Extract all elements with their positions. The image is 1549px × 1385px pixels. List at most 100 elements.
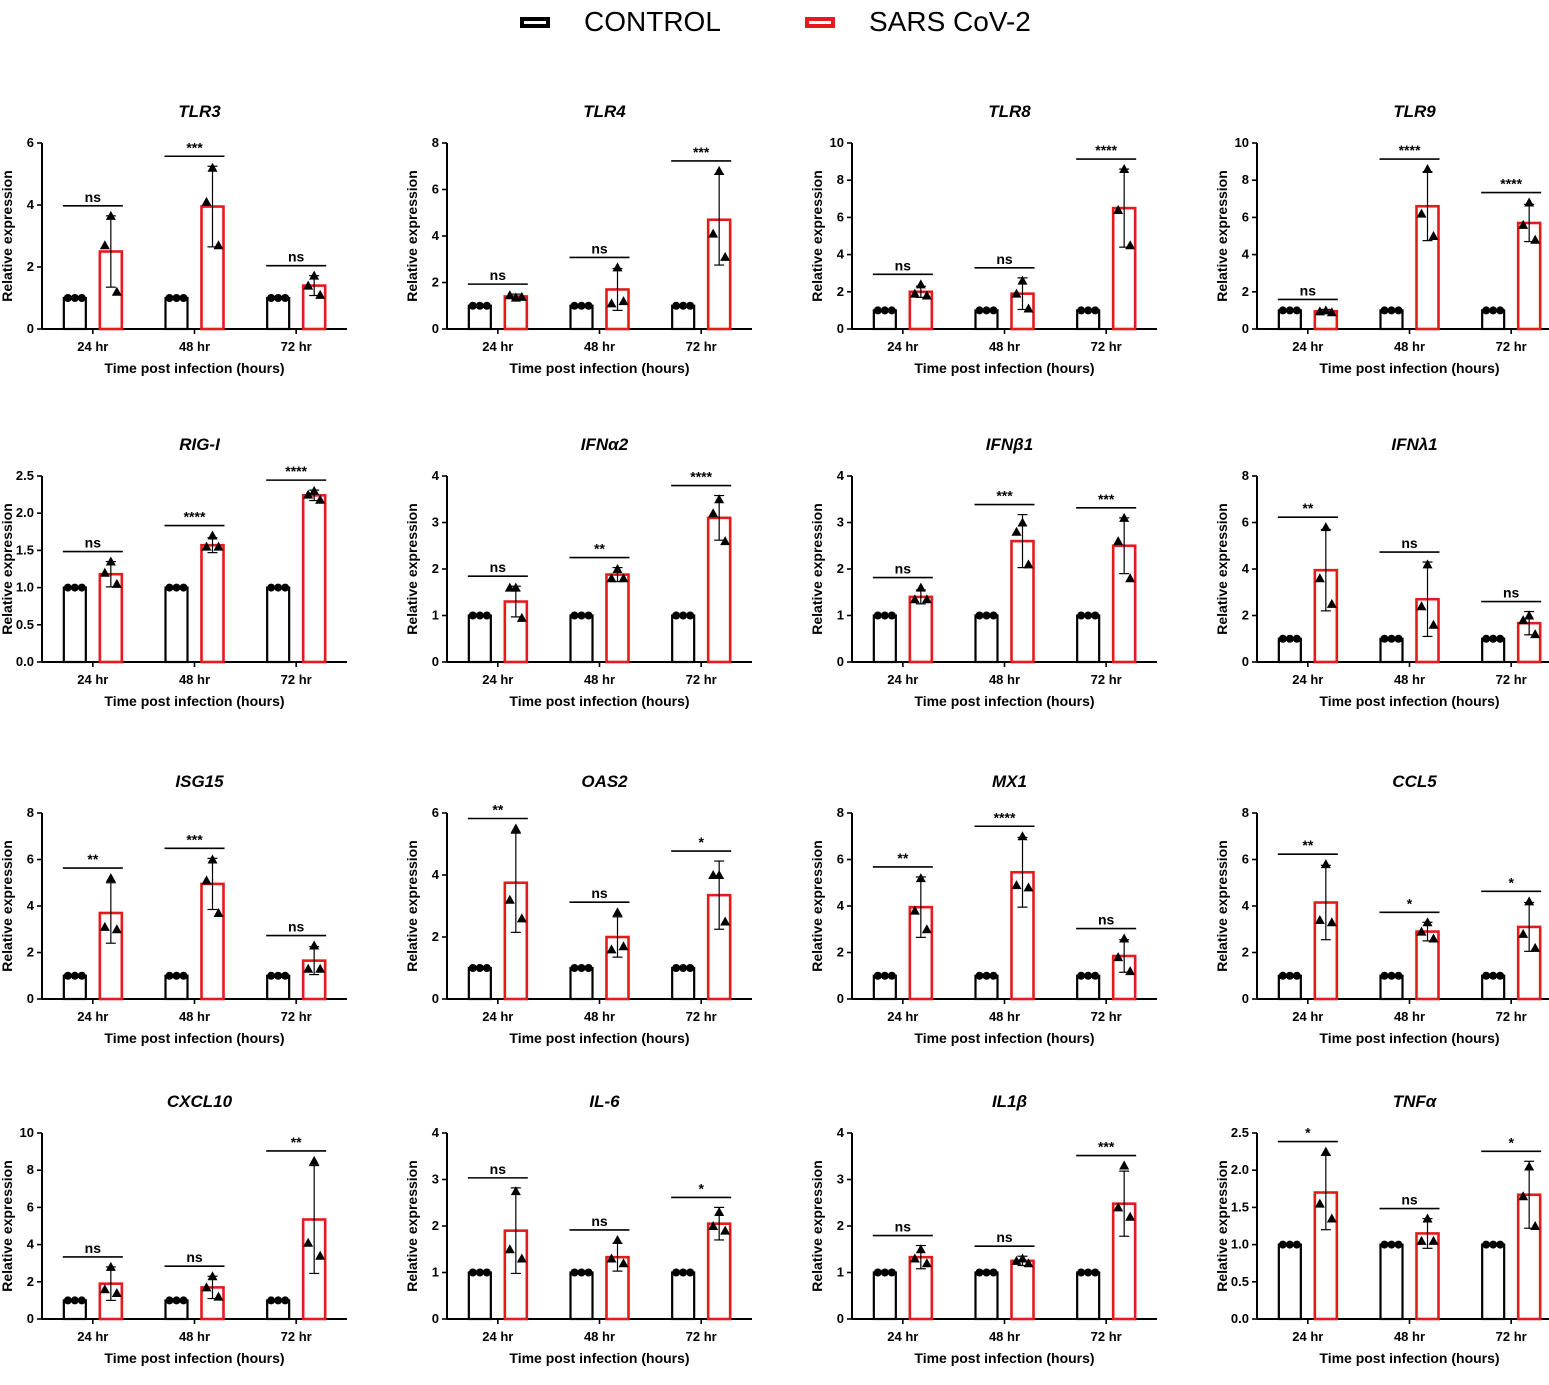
y-tick-label: 8 xyxy=(1242,805,1249,820)
point-control xyxy=(70,583,79,592)
point-control xyxy=(1380,306,1389,315)
significance-label: ns xyxy=(996,251,1013,267)
point-control xyxy=(274,971,283,980)
point-control xyxy=(686,964,695,972)
x-tick-label: 24 hr xyxy=(77,672,108,687)
point-sars xyxy=(309,940,320,950)
y-axis-label: Relative expression xyxy=(809,840,825,972)
point-sars xyxy=(111,286,122,296)
significance-label: * xyxy=(698,1180,704,1196)
y-tick-label: 4 xyxy=(837,1125,845,1140)
x-axis-label: Time post infection (hours) xyxy=(1319,1030,1499,1046)
point-sars xyxy=(1524,197,1535,207)
y-tick-label: 4 xyxy=(1242,898,1250,913)
point-control xyxy=(1077,306,1086,315)
x-tick-label: 24 hr xyxy=(887,339,918,354)
point-control xyxy=(1387,971,1396,980)
point-control xyxy=(1285,634,1294,643)
chart-panel-tlr8: TLR8 0 2 4 6 8 10 Relative expression 24 hr ns 48 … xyxy=(809,95,1197,395)
point-sars xyxy=(909,1253,920,1263)
y-tick-label: 6 xyxy=(1242,515,1249,530)
y-tick-label: 0 xyxy=(1242,321,1249,336)
y-tick-label: 6 xyxy=(27,1199,34,1214)
point-control xyxy=(570,301,579,310)
bar-control xyxy=(266,296,291,331)
point-control xyxy=(1394,971,1403,980)
point-sars xyxy=(510,1186,521,1196)
y-tick-label: 10 xyxy=(830,135,844,150)
y-tick-label: 2 xyxy=(27,259,34,274)
y-tick-label: 2.5 xyxy=(1231,1125,1249,1140)
x-tick-label: 48 hr xyxy=(584,672,615,687)
point-sars xyxy=(921,924,932,934)
x-tick-label: 24 hr xyxy=(482,672,513,687)
point-control xyxy=(887,971,896,980)
point-control xyxy=(982,1268,991,1277)
x-tick-label: 48 hr xyxy=(1394,1009,1425,1024)
significance-label: ** xyxy=(492,802,503,818)
bar-chart: CXCL10 0 2 4 6 8 10 Relative expression 24 hr ns 4… xyxy=(0,1092,347,1366)
point-sars xyxy=(1023,303,1034,313)
y-tick-label: 1 xyxy=(432,1265,439,1280)
point-control xyxy=(686,1268,695,1277)
significance-label: *** xyxy=(693,144,710,160)
y-tick-label: 4 xyxy=(27,898,35,913)
point-control xyxy=(179,971,188,980)
bar-control xyxy=(671,1271,696,1321)
bar-control xyxy=(164,586,189,664)
point-control xyxy=(873,1268,882,1277)
point-sars xyxy=(612,262,623,272)
x-tick-label: 24 hr xyxy=(887,672,918,687)
point-sars xyxy=(909,594,920,604)
point-sars xyxy=(720,916,731,926)
x-tick-label: 72 hr xyxy=(281,1329,312,1344)
y-tick-label: 6 xyxy=(837,852,844,867)
x-tick-label: 48 hr xyxy=(989,672,1020,687)
point-control xyxy=(1482,1240,1491,1249)
x-tick-label: 48 hr xyxy=(1394,672,1425,687)
point-control xyxy=(1091,306,1100,315)
point-control xyxy=(1077,971,1086,980)
y-tick-label: 4 xyxy=(432,468,440,483)
point-sars xyxy=(606,944,617,954)
y-tick-label: 1 xyxy=(837,608,844,623)
point-control xyxy=(672,611,681,620)
significance-label: ** xyxy=(291,1134,302,1150)
point-sars xyxy=(1125,1211,1136,1221)
y-tick-label: 0 xyxy=(432,654,439,669)
y-tick-label: 4 xyxy=(27,197,35,212)
point-sars xyxy=(315,494,326,504)
point-control xyxy=(679,1268,688,1277)
bar-control xyxy=(569,1271,594,1321)
y-tick-label: 0.0 xyxy=(16,654,34,669)
bar-control xyxy=(974,614,999,664)
point-control xyxy=(989,611,998,620)
point-sars xyxy=(1326,1213,1337,1223)
point-control xyxy=(1278,971,1287,980)
y-tick-label: 4 xyxy=(1242,561,1250,576)
point-control xyxy=(577,301,586,310)
point-sars xyxy=(315,289,326,299)
point-sars xyxy=(1113,536,1124,546)
point-sars xyxy=(315,1250,326,1260)
point-control xyxy=(887,611,896,620)
point-control xyxy=(1084,971,1093,980)
point-sars xyxy=(1113,952,1124,962)
x-tick-label: 48 hr xyxy=(989,339,1020,354)
point-sars xyxy=(1530,942,1541,952)
y-tick-label: 1 xyxy=(837,1265,844,1280)
point-control xyxy=(1285,971,1294,980)
point-control xyxy=(70,1296,79,1305)
point-control xyxy=(63,1296,72,1305)
point-control xyxy=(989,1268,998,1277)
point-sars xyxy=(921,1258,932,1268)
point-control xyxy=(468,1268,477,1277)
bar-control xyxy=(467,614,492,664)
point-control xyxy=(468,611,477,620)
point-control xyxy=(982,306,991,315)
y-axis-label: Relative expression xyxy=(1214,170,1230,302)
significance-label: **** xyxy=(1399,142,1421,158)
point-control xyxy=(577,1268,586,1277)
significance-label: * xyxy=(698,834,704,850)
point-control xyxy=(686,611,695,620)
